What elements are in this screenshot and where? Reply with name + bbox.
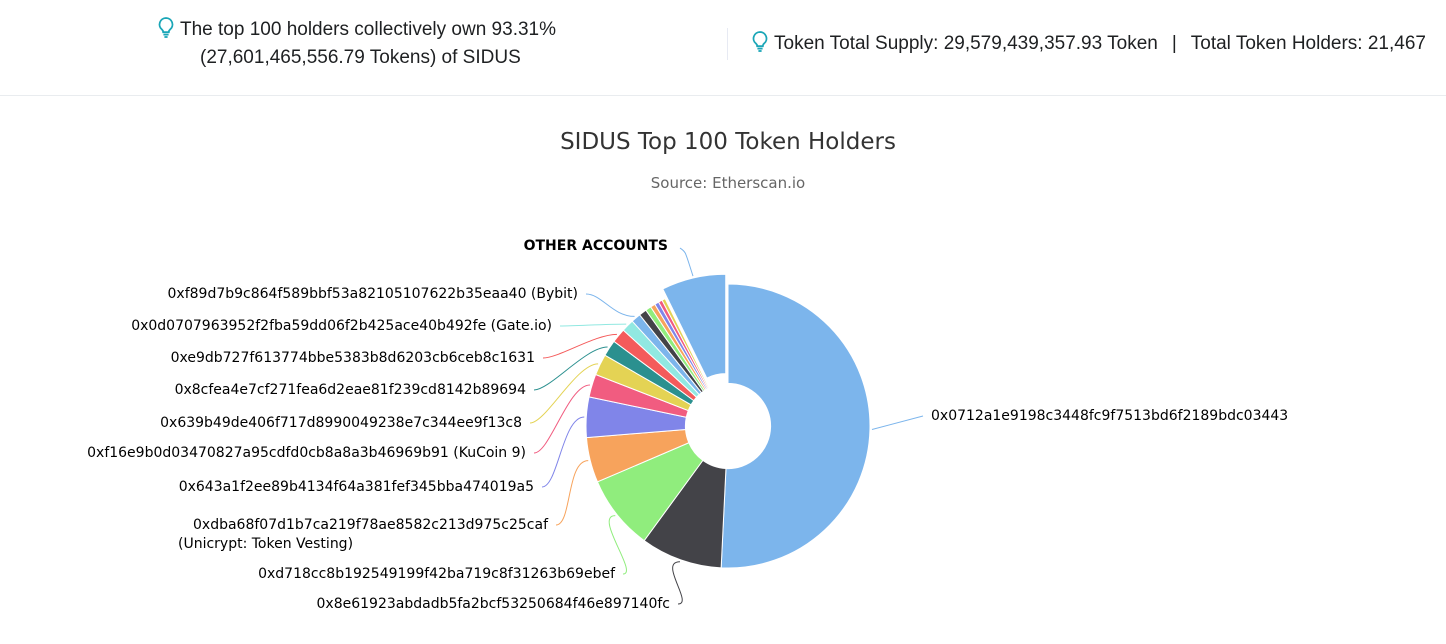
data-label-3: 0xd718cc8b192549199f42ba719c8f31263b69eb… (258, 566, 616, 582)
data-label-18: OTHER ACCOUNTS (524, 238, 668, 254)
pie-slice-18[interactable] (662, 273, 727, 379)
pie-slice-1[interactable] (720, 283, 871, 569)
summary-bar: The top 100 holders collectively own 93.… (0, 0, 1446, 96)
connector-6 (533, 384, 591, 454)
data-label-6: 0xf16e9b0d03470827a95cdfd0cb8a8a3b46969b… (87, 445, 526, 461)
connector-2 (672, 561, 683, 605)
chart-title: SIDUS Top 100 Token Holders (560, 129, 896, 155)
data-label-4: 0xdba68f07d1b7ca219f78ae8582c213d975c25c… (178, 517, 549, 552)
pie-slices (585, 273, 871, 569)
summary-divider (727, 28, 728, 60)
total-holders: Total Token Holders: 21,467 (1190, 33, 1426, 54)
data-label-7: 0x639b49de406f717d8990049238e7c344ee9f13… (160, 415, 522, 431)
supply-summary: Token Total Supply: 29,579,439,357.93 To… (750, 30, 1426, 58)
lightbulb-icon (158, 17, 174, 38)
connector-11 (585, 293, 635, 317)
connector-5 (541, 416, 585, 488)
data-label-11: 0xf89d7b9c864f589bbf53a82105107622b35eaa… (168, 286, 578, 302)
connector-18 (679, 247, 694, 277)
data-label-9: 0xe9db727f613774bbe5383b8d6203cb6ceb8c16… (171, 350, 535, 366)
connector-1 (871, 415, 924, 430)
data-label-10: 0x0d0707963952f2fba59dd06f2b425ace40b492… (131, 318, 552, 334)
lightbulb-icon (752, 31, 768, 52)
connector-8 (533, 346, 608, 391)
data-label-2: 0x8e61923abdadb5fa2bcf53250684f46e897140… (317, 596, 670, 612)
data-label-1: 0x0712a1e9198c3448fc9f7513bd6f2189bdc034… (931, 408, 1288, 424)
holders-line-2: (27,601,465,556.79 Tokens) of SIDUS (200, 47, 521, 68)
pie-slice-17[interactable] (661, 298, 710, 389)
label-connectors (529, 247, 924, 605)
connector-7 (529, 363, 599, 424)
connector-9 (542, 333, 617, 359)
separator: | (1171, 33, 1177, 54)
holders-summary: The top 100 holders collectively own 93.… (156, 16, 626, 72)
holders-line-1: The top 100 holders collectively own 93.… (180, 19, 557, 40)
connector-4 (555, 460, 589, 526)
connector-10 (559, 323, 627, 327)
chart-subtitle: Source: Etherscan.io (651, 174, 805, 192)
holders-pie-chart: SIDUS Top 100 Token Holders Source: Ethe… (87, 129, 1288, 612)
data-label-8: 0x8cfea4e7cf271fea6d2eae81f239cd8142b896… (175, 382, 527, 398)
connector-3 (608, 515, 627, 575)
data-labels: 0x0712a1e9198c3448fc9f7513bd6f2189bdc034… (87, 238, 1288, 612)
data-label-5: 0x643a1f2ee89b4134f64a381fef345bba474019… (179, 479, 534, 495)
total-supply: Token Total Supply: 29,579,439,357.93 To… (774, 33, 1158, 54)
